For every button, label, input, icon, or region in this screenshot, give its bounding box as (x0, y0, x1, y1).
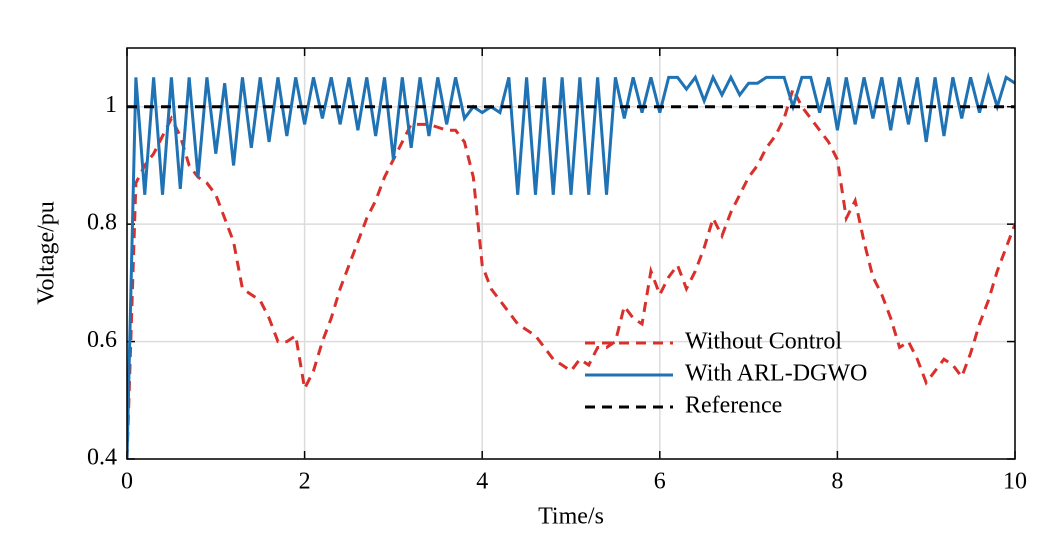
y-tick-label: 0.8 (87, 210, 117, 236)
y-tick-label: 0.6 (87, 327, 117, 353)
x-tick-label: 8 (831, 469, 843, 495)
legend-label: With ARL-DGWO (685, 361, 867, 387)
x-tick-label: 6 (654, 469, 666, 495)
y-tick-label: 1 (105, 92, 117, 118)
legend-label: Without Control (685, 329, 842, 355)
x-tick-label: 10 (1003, 469, 1027, 495)
y-tick-label: 0.4 (87, 445, 117, 471)
data-line (127, 85, 1015, 459)
x-axis-label: Time/s (538, 504, 604, 530)
data-line (127, 71, 1015, 459)
x-tick-label: 2 (299, 469, 311, 495)
x-tick-label: 4 (476, 469, 488, 495)
legend-label: Reference (685, 393, 782, 419)
x-tick-label: 0 (121, 469, 133, 495)
y-axis-label: Voltage/pu (34, 201, 60, 305)
plot-frame (126, 47, 1016, 460)
